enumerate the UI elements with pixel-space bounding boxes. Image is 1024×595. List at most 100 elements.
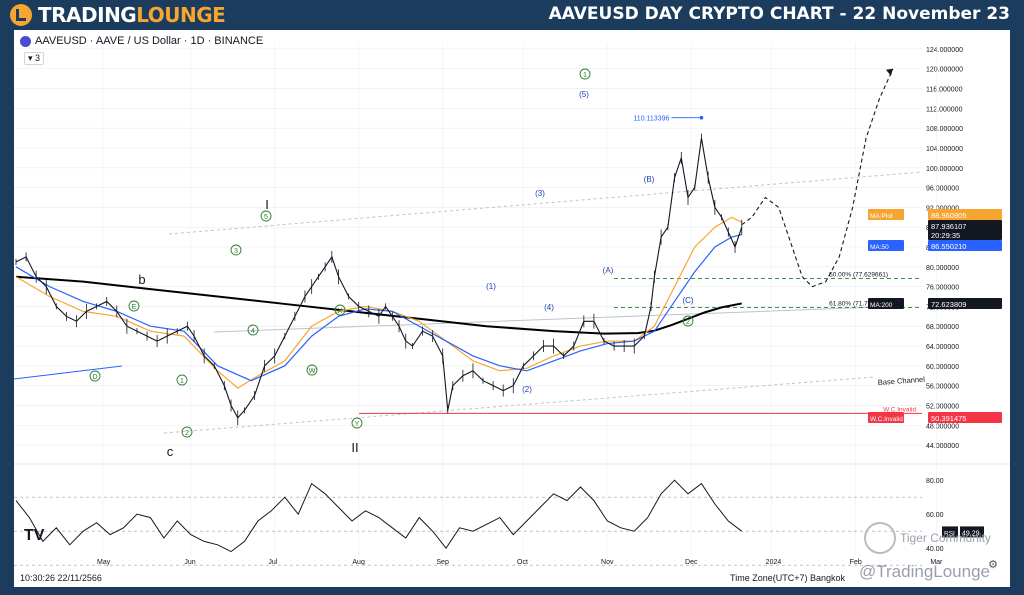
brand-logo: TRADINGLOUNGE bbox=[10, 3, 226, 27]
y-tick-label: 60.000000 bbox=[926, 364, 959, 371]
wave-circle bbox=[89, 370, 101, 382]
rsi-line bbox=[15, 479, 743, 553]
channel-label: Base Channel bbox=[878, 375, 926, 387]
rsi-name-bg bbox=[942, 526, 958, 538]
handle-watermark: @TradingLounge bbox=[859, 562, 990, 581]
x-tick-label: Jul bbox=[268, 559, 277, 566]
x-tick-label: Feb bbox=[850, 559, 862, 566]
price-tag-value: 50.391475 bbox=[931, 414, 966, 423]
price-tag-name: MA:50 bbox=[870, 244, 889, 251]
wave-label: 2 bbox=[185, 430, 189, 437]
wave-label: 1 bbox=[583, 72, 587, 79]
wave-label: (2) bbox=[522, 385, 532, 394]
y-tick-label: 96.000000 bbox=[926, 186, 959, 193]
wave-circle bbox=[128, 300, 140, 312]
ma200-line bbox=[15, 275, 742, 335]
wave-label: (3) bbox=[535, 189, 545, 198]
level-label: W.C.Invalid bbox=[883, 406, 916, 413]
wave-circle bbox=[230, 244, 242, 256]
wave-label: 4 bbox=[251, 328, 255, 335]
y-tick-label: 44.000000 bbox=[926, 443, 959, 450]
wave-label: (A) bbox=[603, 266, 614, 275]
y-tick-label: 100.000000 bbox=[926, 166, 963, 173]
x-tick-label: Aug bbox=[352, 559, 365, 566]
price-tag-name: W.C.Invalid bbox=[870, 416, 903, 423]
price-tag-label-bg bbox=[868, 298, 904, 309]
timezone-label[interactable]: Time Zone(UTC+7) Bangkok bbox=[730, 573, 845, 583]
wave-circle bbox=[260, 210, 272, 222]
tradingview-logo: TV bbox=[24, 527, 45, 544]
rsi-tick-label: 60.00 bbox=[926, 512, 944, 519]
chart-title: AAVEUSD DAY CRYPTO CHART - 22 November 2… bbox=[548, 4, 1010, 24]
channel-line bbox=[213, 305, 905, 333]
wave-label: (4) bbox=[544, 303, 554, 312]
aave-icon bbox=[20, 35, 31, 47]
price-tag-label-bg bbox=[868, 240, 904, 251]
wave-label: D bbox=[92, 374, 97, 381]
price-tag-value: 87.936107 bbox=[931, 222, 966, 231]
projection-arrow-icon bbox=[885, 68, 893, 76]
wave-label: (5) bbox=[579, 90, 589, 99]
tiger-icon bbox=[864, 522, 896, 554]
wave-circle bbox=[306, 364, 318, 376]
wave-label: b bbox=[138, 272, 145, 287]
wave-label: E bbox=[132, 304, 137, 311]
rsi-tick-label: 80.00 bbox=[926, 478, 944, 485]
brand-header: TRADINGLOUNGE AAVEUSD DAY CRYPTO CHART -… bbox=[0, 0, 1024, 30]
wave-circle bbox=[579, 68, 591, 80]
y-tick-label: 104.000000 bbox=[926, 146, 963, 153]
y-tick-label: 124.000000 bbox=[926, 47, 963, 54]
wave-label: (C) bbox=[682, 296, 693, 305]
rsi-value-bg bbox=[960, 526, 984, 538]
wave-label: 1 bbox=[180, 378, 184, 385]
brand-logo-icon bbox=[10, 4, 32, 26]
y-tick-label: 80.000000 bbox=[926, 265, 959, 272]
wave-label: W bbox=[309, 368, 316, 375]
chart-datetime: 10:30:26 22/11/2566 bbox=[20, 573, 102, 583]
wave-label: I bbox=[265, 197, 269, 212]
channel-line bbox=[163, 376, 875, 434]
y-tick-label: 116.000000 bbox=[926, 87, 963, 94]
y-tick-label: 52.000000 bbox=[926, 403, 959, 410]
symbol-legend[interactable]: AAVEUSD · AAVE / US Dollar · 1D · BINANC… bbox=[20, 35, 263, 47]
indicator-collapse-button[interactable]: ▾ 3 bbox=[24, 52, 45, 65]
price-tag-name: MA:200 bbox=[870, 302, 893, 309]
price-tag-bg bbox=[928, 240, 1002, 251]
price-chart[interactable]: 124.000000 120.000000 116.000000 112.000000… bbox=[13, 30, 1010, 587]
wave-label: 2 bbox=[686, 319, 690, 326]
x-tick-label: Dec bbox=[685, 559, 698, 566]
y-tick-label: 68.000000 bbox=[926, 324, 959, 331]
price-tag-bg bbox=[928, 298, 1002, 309]
price-tag-value: 88.960905 bbox=[931, 211, 966, 220]
wave-circle bbox=[351, 417, 363, 429]
y-tick-label: 64.000000 bbox=[926, 344, 959, 351]
projection-path bbox=[741, 68, 894, 288]
rsi-value: 49.29 bbox=[962, 530, 980, 537]
wave-circle bbox=[181, 426, 193, 438]
settings-gear-icon[interactable]: ⚙ bbox=[988, 559, 998, 571]
price-tag-bg bbox=[928, 229, 1002, 240]
symbol-line: AAVEUSD · AAVE / US Dollar · 1D · BINANC… bbox=[35, 35, 264, 47]
maplot-line bbox=[15, 216, 743, 389]
price-tag-value: 72.623809 bbox=[931, 300, 966, 309]
wave-label: (1) bbox=[486, 282, 496, 291]
y-tick-label: 92.000000 bbox=[926, 205, 959, 212]
price-tag-name: MA:Plot bbox=[870, 213, 893, 220]
price-tag-value: 20:29:35 bbox=[931, 231, 960, 240]
wave-label: 5 bbox=[264, 214, 268, 221]
x-tick-label: 2024 bbox=[766, 559, 782, 566]
channel-line bbox=[168, 171, 923, 235]
level-label: 61.80% (71.777936) bbox=[829, 301, 888, 308]
chart-panel[interactable]: 124.000000 120.000000 116.000000 112.000000… bbox=[13, 30, 1010, 587]
price-tag-label-bg bbox=[868, 412, 904, 423]
wave-label: (B) bbox=[644, 175, 655, 184]
y-tick-label: 48.000000 bbox=[926, 423, 959, 430]
brand-name: TRADINGLOUNGE bbox=[38, 3, 226, 27]
x-tick-label: Sep bbox=[436, 559, 449, 566]
price-tag-label-bg bbox=[868, 209, 904, 220]
x-tick-label: Nov bbox=[601, 559, 614, 566]
y-tick-label: 56.000000 bbox=[926, 384, 959, 391]
x-tick-label: Jun bbox=[184, 559, 195, 566]
wave-circle bbox=[682, 315, 694, 327]
wave-circle bbox=[247, 324, 259, 336]
